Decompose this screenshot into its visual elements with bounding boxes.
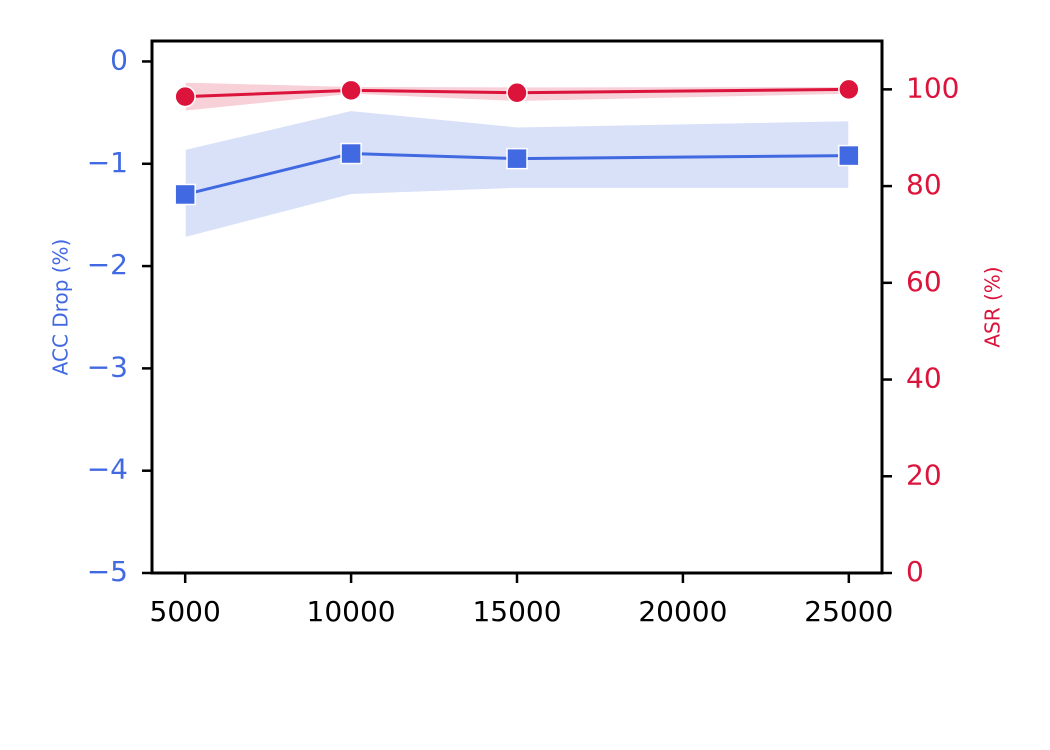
y-tick-label: 0 (110, 43, 128, 76)
marker (506, 81, 528, 104)
y-tick-label: −5 (87, 555, 128, 588)
y-tick-label: −2 (87, 248, 128, 281)
y2-tick-label: 20 (906, 458, 942, 491)
marker (340, 79, 362, 102)
x-tick-label: 25000 (804, 595, 893, 628)
marker (506, 147, 528, 170)
line (185, 87, 849, 99)
y-tick-label: −3 (87, 350, 128, 383)
marker (174, 183, 196, 206)
confidence-band (184, 110, 850, 239)
y-tick-label: −4 (87, 453, 128, 486)
y2-tick-label: 0 (906, 555, 924, 588)
y2-tick-label: 80 (906, 168, 942, 201)
marker (340, 142, 362, 165)
line (184, 152, 849, 196)
y2-axis-label: ASR (%) (981, 266, 1005, 347)
y-axis-label: ACC Drop (%) (49, 239, 73, 376)
x-tick-label: 20000 (638, 595, 727, 628)
y2-tick-label: 60 (906, 265, 942, 298)
marker (838, 78, 860, 101)
x-tick-label: 5000 (150, 595, 221, 628)
x-tick-label: 15000 (472, 595, 561, 628)
y2-tick-label: 40 (906, 362, 942, 395)
plot-frame (150, 39, 884, 575)
y2-tick-label: 100 (906, 71, 959, 104)
y-tick-label: −1 (87, 146, 128, 179)
marker (838, 144, 860, 167)
x-tick-label: 10000 (307, 595, 396, 628)
marker (174, 85, 196, 108)
